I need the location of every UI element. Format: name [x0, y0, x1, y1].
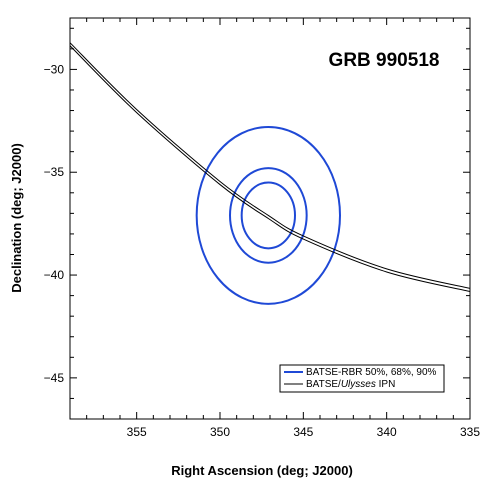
ipn-annulus-edge-1: [70, 42, 470, 289]
legend-box: [279, 364, 445, 393]
y-tick-label: −40: [44, 268, 65, 282]
legend-label-batse-rbr: BATSE-RBR 50%, 68%, 90%: [306, 367, 437, 378]
error-circle-2: [195, 125, 342, 305]
x-tick-label: 355: [127, 425, 147, 439]
legend-label-ipn-part3: IPN: [376, 379, 395, 390]
x-axis-title: Right Ascension (deg; J2000): [171, 463, 353, 478]
x-tick-label: 335: [460, 425, 480, 439]
ipn-annulus-edge-0: [70, 45, 470, 292]
x-tick-label: 340: [377, 425, 397, 439]
y-tick-label: −45: [44, 371, 65, 385]
y-axis-title: Declination (deg; J2000): [9, 143, 24, 293]
error-circle-1: [229, 167, 308, 264]
plot-frame: [69, 17, 471, 420]
error-circle-0: [240, 181, 297, 250]
x-ticks: 355 350 345 340 335: [69, 18, 480, 439]
chart-title: GRB 990518: [329, 50, 440, 71]
plot-area: [70, 42, 470, 305]
x-tick-label: 350: [210, 425, 230, 439]
y-tick-label: −30: [44, 62, 65, 76]
legend-label-ipn: BATSE/Ulysses IPN: [306, 379, 395, 390]
legend: BATSE-RBR 50%, 68%, 90% BATSE/Ulysses IP…: [279, 364, 445, 393]
legend-label-ipn-part2: Ulysses: [341, 379, 376, 390]
y-ticks: −45 −40 −35 −30: [44, 27, 470, 420]
y-tick-label: −35: [44, 165, 65, 179]
x-tick-label: 345: [293, 425, 313, 439]
legend-label-ipn-part1: BATSE/: [306, 379, 341, 390]
